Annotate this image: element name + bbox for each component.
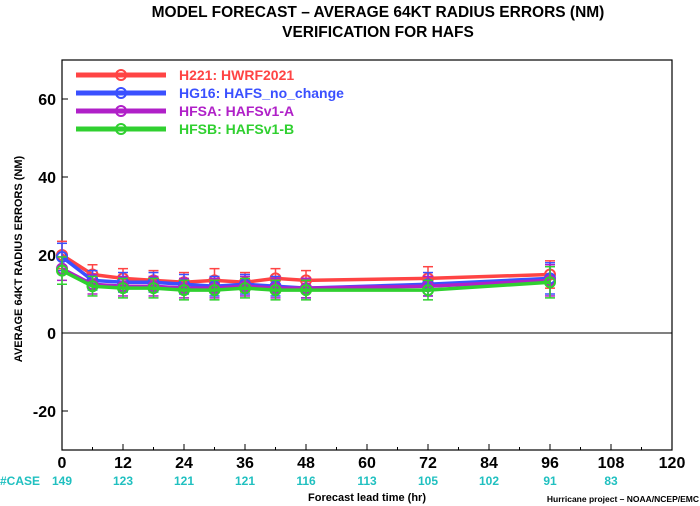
y-tick-label: 60 [38,92,56,109]
chart-subtitle: VERIFICATION FOR HAFS [282,24,474,41]
data-point [208,284,221,297]
plot-layer: -20 0 20 40 60 0 12 24 36 48 60 72 84 96 108 120 149 123 1… [33,59,686,488]
legend-swatch-marker [115,87,127,99]
case-label: #CASE [0,474,40,488]
data-point [300,284,312,297]
x-tick-label: 120 [659,455,686,472]
legend-label: HFSA: HAFSv1-A [179,103,294,119]
legend-swatch-marker [115,69,127,81]
case-count-label: 149 [52,474,72,488]
series-group [56,256,556,301]
y-axis-label: AVERAGE 64KT RADIUS ERRORS (NM) [13,155,25,362]
x-tick-label: 24 [175,455,193,472]
chart-title: MODEL FORECAST – AVERAGE 64KT RADIUS ERR… [152,4,605,21]
case-count-label: 83 [604,474,618,488]
data-point [269,284,282,297]
y-tick-label: -20 [33,404,56,421]
case-count-label: 123 [113,474,133,488]
case-count-label: 121 [174,474,194,488]
data-point [239,282,251,295]
case-count-label: 91 [543,474,557,488]
x-tick-label: 48 [297,455,315,472]
y-tick-label: 40 [38,170,56,187]
x-axis-label: Forecast lead time (hr) [308,492,426,504]
legend-label: HFSB: HAFSv1-B [179,121,294,137]
case-count-label: 105 [418,474,438,488]
data-point [86,280,99,293]
x-tick-label: 0 [58,455,67,472]
case-count-label: 116 [296,474,316,488]
x-tick-label: 36 [236,455,254,472]
legend-swatch-marker [115,105,127,117]
case-count-label: 102 [479,474,499,488]
case-count-label: 121 [235,474,255,488]
data-point [544,276,556,289]
x-tick-label: 12 [114,455,132,472]
y-tick-label: 20 [38,248,56,265]
data-point [147,282,160,295]
data-point [178,284,190,297]
legend-label: HG16: HAFS_no_change [179,85,344,101]
x-tick-label: 84 [480,455,498,472]
data-point [117,282,129,295]
data-point [422,284,434,297]
case-count-label: 113 [357,474,377,488]
x-tick-label: 96 [541,455,559,472]
plot-frame [61,59,673,451]
legend-swatch-marker [115,123,127,135]
y-tick-label: 0 [47,326,56,343]
x-tick-label: 108 [598,455,625,472]
x-tick-label: 60 [358,455,376,472]
credit-text: Hurricane project – NOAA/NCEP/EMC [547,494,699,504]
x-tick-label: 72 [419,455,437,472]
data-point [56,264,68,277]
legend-label: H221: HWRF2021 [179,67,294,83]
